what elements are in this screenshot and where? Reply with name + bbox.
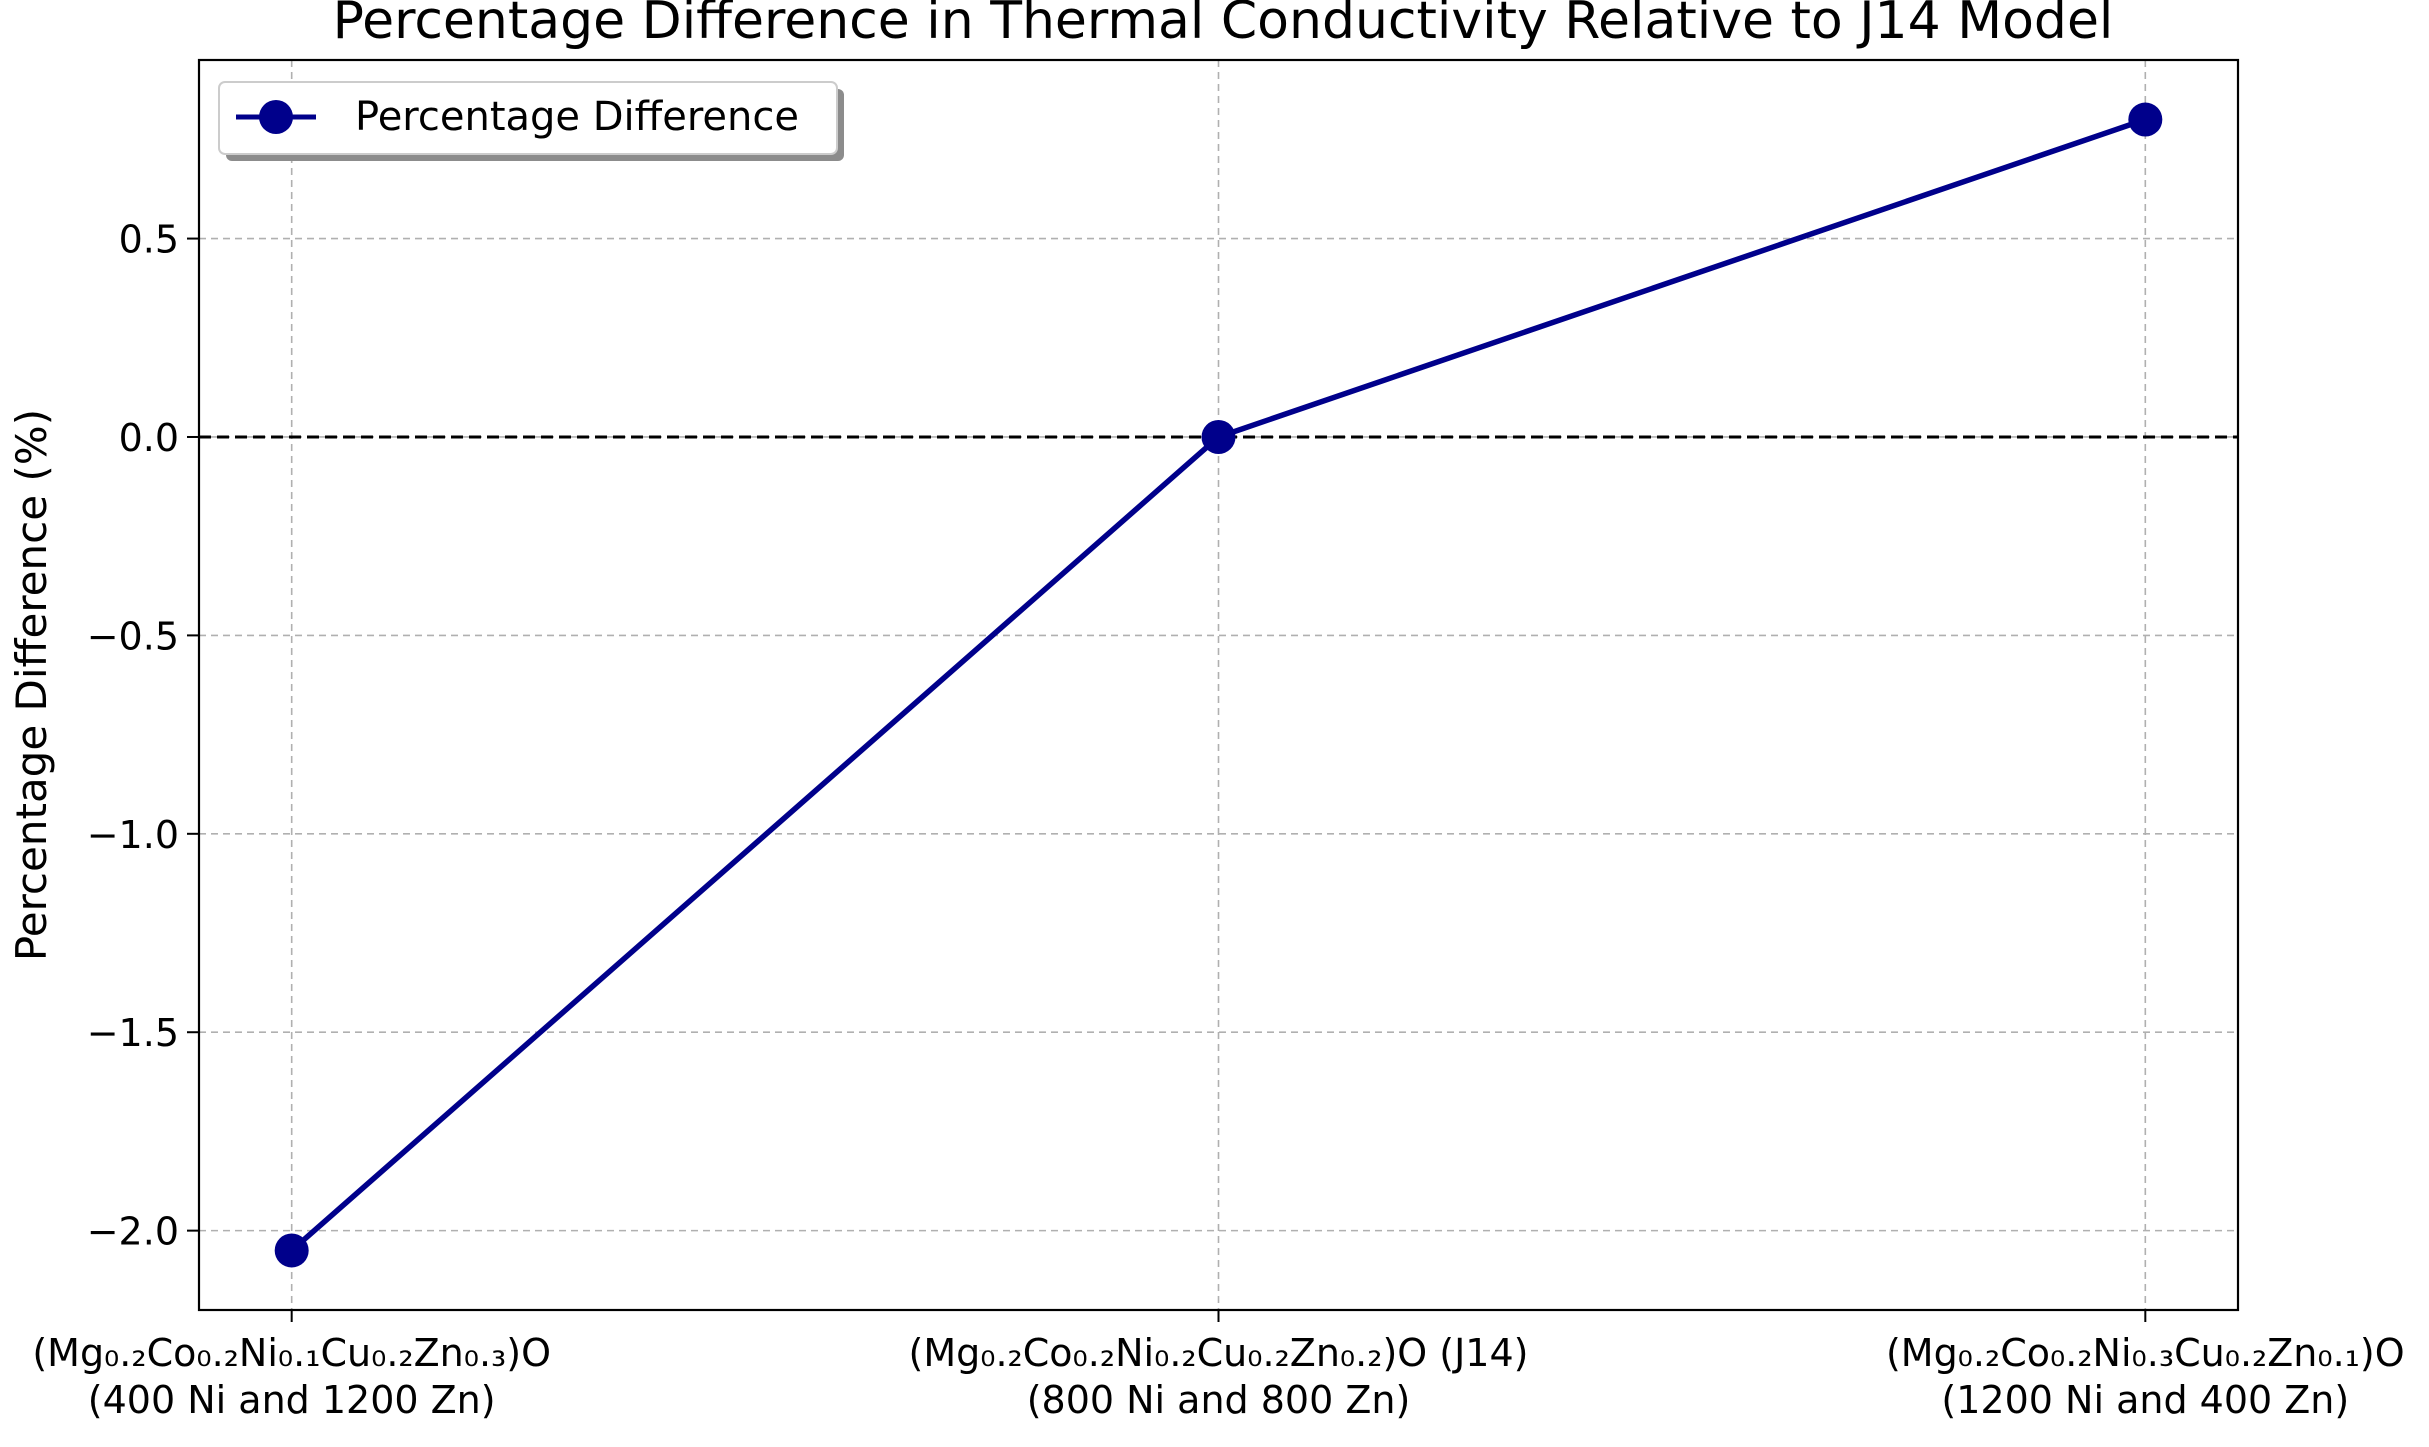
y-tick-label: 0.0 (119, 416, 179, 460)
x-tick-label: (Mg₀.₂Co₀.₂Ni₀.₁Cu₀.₂Zn₀.₃)O (32, 1331, 551, 1375)
x-tick-label: (Mg₀.₂Co₀.₂Ni₀.₂Cu₀.₂Zn₀.₂)O (J14) (909, 1331, 1529, 1375)
legend-marker-swatch (259, 100, 293, 134)
y-axis: −2.0 −1.5 −1.0 −0.5 0.0 0.5 (87, 218, 199, 1254)
y-tick-label: −0.5 (87, 614, 179, 658)
x-tick-label: (Mg₀.₂Co₀.₂Ni₀.₃Cu₀.₂Zn₀.₁)O (1886, 1331, 2405, 1375)
x-tick-label: (400 Ni and 1200 Zn) (88, 1378, 496, 1422)
x-axis: (Mg₀.₂Co₀.₂Ni₀.₁Cu₀.₂Zn₀.₃)O(400 Ni and … (32, 1310, 2405, 1422)
y-tick-label: −2.0 (87, 1210, 179, 1254)
y-tick-label: −1.0 (87, 813, 179, 857)
data-point (274, 1233, 309, 1268)
legend-box (218, 81, 838, 155)
y-axis-label: Percentage Difference (%) (7, 409, 56, 961)
x-tick-label: (800 Ni and 800 Zn) (1027, 1378, 1411, 1422)
x-tick-label: (1200 Ni and 400 Zn) (1941, 1378, 2349, 1422)
data-point (2128, 102, 2163, 137)
y-tick-label: −1.5 (87, 1011, 179, 1055)
series-group (274, 102, 2163, 1268)
data-point (1201, 419, 1236, 454)
chart-title: Percentage Difference in Thermal Conduct… (333, 0, 2114, 51)
legend: Percentage Difference (218, 81, 844, 161)
legend-label: Percentage Difference (355, 94, 799, 140)
y-tick-label: 0.5 (119, 218, 179, 262)
